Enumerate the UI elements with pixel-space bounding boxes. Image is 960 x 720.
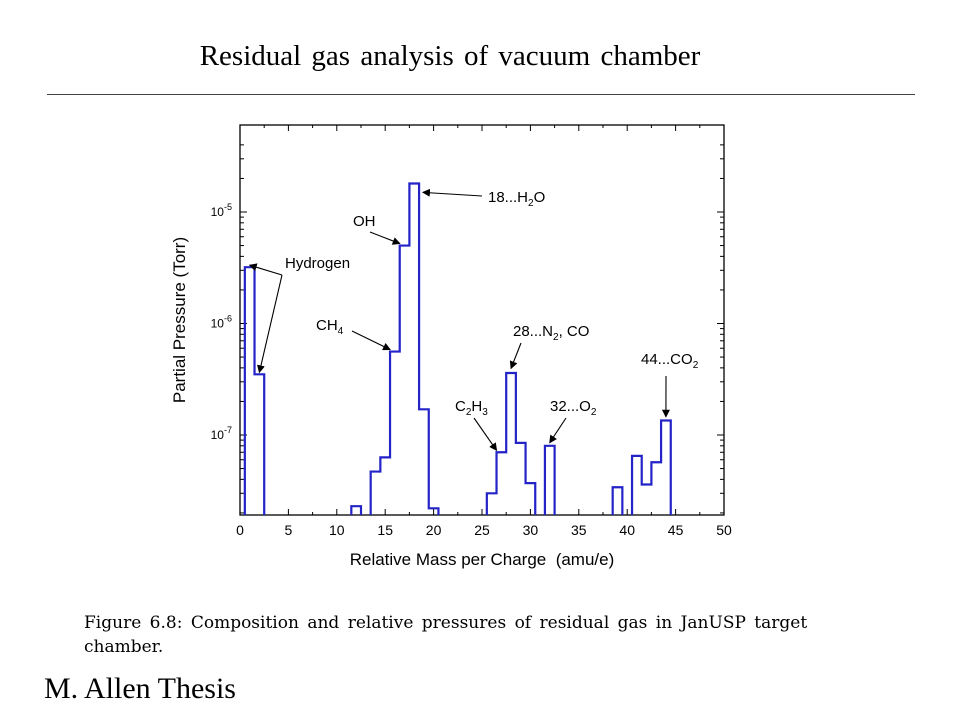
- annotation-o2: 32...O2: [550, 398, 597, 418]
- histogram-bar: [409, 184, 419, 515]
- histogram-bar: [255, 374, 265, 515]
- x-tick-label: 45: [668, 522, 684, 538]
- histogram-bar: [245, 267, 255, 515]
- series-group: [243, 182, 672, 515]
- title-divider: [47, 94, 915, 95]
- annotation-arrow-n2co: [509, 342, 522, 370]
- figure-caption: Figure 6.8: Composition and relative pre…: [84, 611, 844, 659]
- annotation-h2o: 18...H2O: [488, 189, 545, 209]
- histogram-bar: [497, 452, 507, 515]
- caption-text: Composition and relative pressures of re…: [84, 613, 808, 657]
- histogram-bar: [651, 462, 661, 515]
- y-tick-label: 10-6: [211, 314, 232, 331]
- x-tick-label: 35: [571, 522, 587, 538]
- x-tick-label: 5: [285, 522, 293, 538]
- x-tick-label: 25: [474, 522, 490, 538]
- histogram-bar: [642, 484, 652, 515]
- x-tick-label: 15: [377, 522, 393, 538]
- x-tick-label: 50: [716, 522, 732, 538]
- annotation-oh: OH: [353, 213, 376, 230]
- axis-ticks: 0 5 10 15 20 25 30 35 40 45 50 10-7 10-6 10-5: [211, 125, 732, 538]
- annotation-arrow-c2h3: [473, 417, 498, 452]
- slide-title: Residual gas analysis of vacuum chamber: [199, 40, 701, 72]
- histogram-bar: [613, 487, 623, 515]
- histogram-bar: [487, 493, 497, 515]
- annotation-ch4: CH4: [316, 317, 344, 337]
- x-tick-label: 0: [236, 522, 244, 538]
- annotation-hydrogen: Hydrogen: [285, 255, 350, 272]
- annotation-n2co: 28...N2, CO: [513, 323, 589, 343]
- annotation-arrow-oh: [369, 231, 401, 245]
- annotation-c2h3: C2H3: [455, 398, 488, 418]
- histogram-bar: [400, 246, 410, 515]
- histogram-bar: [419, 409, 429, 515]
- footer-credit: M. Allen Thesis: [44, 672, 236, 705]
- y-tick-label: 10-5: [211, 202, 232, 219]
- annotation-arrow-hydrogen: [257, 274, 283, 374]
- x-tick-label: 20: [426, 522, 442, 538]
- histogram-bar: [545, 446, 555, 515]
- histogram-bar: [380, 457, 390, 515]
- x-tick-label: 10: [329, 522, 345, 538]
- histogram-bar: [526, 483, 536, 515]
- x-tick-label: 30: [523, 522, 539, 538]
- histogram-bar: [351, 506, 361, 515]
- histogram-bar: [516, 443, 526, 515]
- plot-frame: [239, 124, 725, 516]
- annotation-arrow-hydrogen: [248, 263, 283, 276]
- histogram-bar: [506, 373, 516, 515]
- y-axis-label: Partial Pressure (Torr): [170, 237, 189, 403]
- histogram-bar: [371, 472, 381, 515]
- y-tick-label: 10-7: [211, 425, 232, 442]
- annotations-group: Hydrogen OH 18...H2O CH4 28...N2, CO C2H3 32..…: [248, 188, 699, 452]
- histogram-bar: [632, 456, 642, 515]
- annotation-arrow-o2: [549, 417, 567, 444]
- caption-label: Figure 6.8:: [84, 613, 183, 633]
- annotation-co2: 44...CO2: [641, 351, 699, 371]
- x-axis-label: Relative Mass per Charge (amu/e): [350, 550, 615, 569]
- histogram-series-line: [243, 182, 672, 515]
- annotation-arrow-h2o: [421, 188, 483, 197]
- histogram-bar: [390, 352, 400, 515]
- histogram-bar: [661, 420, 671, 515]
- annotation-arrow-ch4: [351, 330, 391, 351]
- histogram-bar: [429, 508, 439, 515]
- x-tick-label: 40: [619, 522, 635, 538]
